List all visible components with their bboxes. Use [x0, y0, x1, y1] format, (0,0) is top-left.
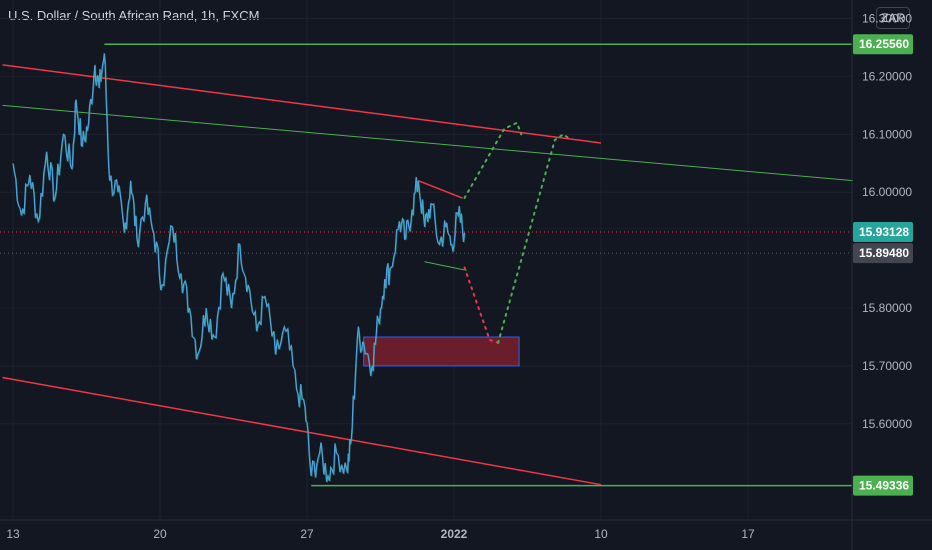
price-tag-background — [853, 243, 913, 264]
price-tag-line-layer — [0, 231, 852, 254]
x-tick-label: 13 — [6, 527, 20, 541]
demand-zone-layer — [363, 336, 520, 367]
price-series-layer — [12, 53, 466, 483]
currency-button[interactable]: ZAR — [876, 7, 910, 29]
trendline-layer — [2, 64, 854, 486]
x-tick-label: 10 — [594, 527, 608, 541]
level-price-tag: 15.49336 — [853, 475, 913, 496]
y-tick-label: 16.30000 — [862, 12, 912, 26]
trendline — [424, 261, 467, 271]
price-tag-label: 15.49336 — [859, 479, 909, 493]
price-tag-label: 16.25560 — [859, 37, 909, 51]
price-tag-background — [853, 34, 913, 55]
time-axis[interactable]: 13 20 27 2022 10 17 — [0, 519, 932, 541]
trendline — [2, 376, 602, 486]
chart-title: U.S. Dollar / South African Rand, 1h, FX… — [8, 8, 260, 23]
horizontal-level-layer — [104, 43, 852, 487]
price-axis[interactable]: 16.30000 16.20000 16.10000 16.00000 15.80000… — [851, 0, 912, 550]
current-price-tag: 15.93128 — [853, 222, 913, 243]
y-tick-label: 16.10000 — [862, 127, 912, 141]
projection-path — [463, 266, 504, 344]
projection-path — [463, 121, 523, 199]
x-tick-label: 27 — [300, 527, 314, 541]
y-tick-label: 16.20000 — [862, 69, 912, 83]
demand-zone — [363, 336, 520, 367]
level-price-tag: 16.25560 — [853, 34, 913, 55]
price-tag-label: 15.93128 — [859, 225, 909, 239]
y-tick-label: 15.60000 — [862, 417, 912, 431]
price-tag-background — [853, 475, 913, 496]
previous-price-tag: 15.89480 — [853, 243, 913, 264]
projection-path — [497, 133, 573, 344]
price-tag-label: 15.89480 — [859, 246, 909, 260]
price-line-shadow — [13, 54, 466, 483]
x-tick-label: 2022 — [441, 527, 468, 541]
x-tick-label: 20 — [153, 527, 167, 541]
projection-layer — [463, 121, 573, 344]
y-tick-label: 15.70000 — [862, 359, 912, 373]
price-tags: 16.25560 15.49336 15.93128 15.89480 — [853, 34, 913, 496]
grid — [0, 0, 852, 520]
x-tick-label: 17 — [741, 527, 755, 541]
price-tag-background — [853, 222, 913, 243]
y-tick-label: 16.00000 — [862, 185, 912, 199]
y-tick-label: 15.80000 — [862, 301, 912, 315]
trendline — [418, 179, 463, 199]
price-line — [12, 53, 466, 482]
trendline — [2, 104, 854, 182]
